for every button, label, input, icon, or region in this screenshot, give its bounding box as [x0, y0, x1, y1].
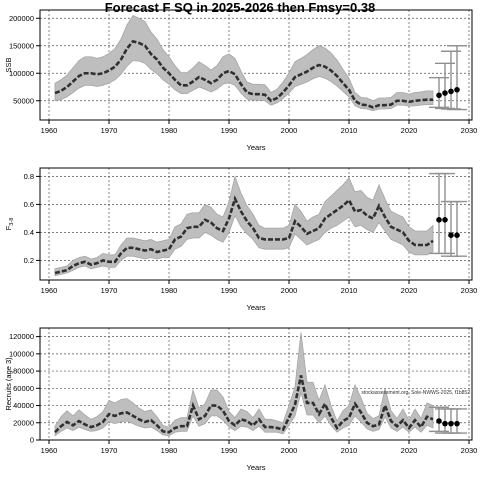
x-tick-label: 1990	[221, 286, 238, 295]
y-tick-label: 0	[30, 436, 34, 445]
y-axis-label-subscript: 3-8	[9, 218, 15, 226]
x-tick-label: 2020	[401, 286, 418, 295]
forecast-point	[442, 217, 448, 223]
y-tick-label: 100000	[9, 69, 34, 78]
x-tick-label: 2000	[281, 286, 298, 295]
y-tick-label: 120000	[9, 332, 34, 341]
y-axis-label: Recruits (age 3)	[4, 357, 13, 411]
forecast-point	[448, 420, 454, 427]
x-axis-label: Years	[247, 463, 266, 472]
confidence-band	[54, 174, 434, 277]
x-tick-label: 1970	[101, 286, 118, 295]
y-axis-label: SSB	[4, 57, 13, 72]
y-tick-label: 0.6	[24, 200, 34, 209]
x-tick-label: 2000	[281, 126, 298, 135]
forecast-point	[454, 420, 460, 427]
y-tick-label: 80000	[13, 367, 34, 376]
x-tick-label: 1960	[41, 286, 58, 295]
estimate-line	[54, 195, 434, 275]
plot-frame	[39, 327, 473, 441]
forecast-point	[448, 232, 454, 238]
main-title: Forecast F SQ in 2025-2026 then Fmsy=0.3…	[104, 0, 376, 15]
forecast-point	[454, 232, 460, 238]
x-tick-label: 2010	[341, 286, 358, 295]
x-tick-label: 2010	[341, 446, 358, 455]
fbar-panel: 1960 1970 1980 1990 2000 2010 2020 2030 0.2 0.4 0.…	[4, 167, 478, 312]
y-tick-label: 60000	[13, 384, 34, 393]
estimate-line	[54, 375, 434, 434]
x-axis-label: Years	[247, 143, 266, 152]
y-tick-label: 50000	[13, 96, 34, 105]
y-tick-label: 20000	[13, 418, 34, 427]
y-tick-label: 0.4	[24, 228, 34, 237]
x-tick-label: 2020	[401, 446, 418, 455]
x-tick-label: 1960	[41, 446, 58, 455]
recruitment-panel: 1960 1970 1980 1990 2000 2010 2020 2030 0 20000 40…	[4, 327, 478, 472]
y-tick-label: 100000	[9, 349, 34, 358]
x-tick-label: 1980	[161, 286, 178, 295]
x-tick-label: 1960	[41, 126, 58, 135]
estimate-line	[54, 39, 433, 109]
x-tick-label: 2020	[401, 126, 418, 135]
y-tick-label: 0.2	[24, 256, 34, 265]
forecast-point	[436, 418, 442, 424]
x-tick-label: 1990	[221, 126, 238, 135]
forecast-point	[448, 88, 454, 95]
forecast-point	[436, 217, 442, 223]
x-tick-label: 2030	[461, 286, 478, 295]
y-tick-label: 0.8	[24, 172, 34, 181]
x-tick-label: 2000	[281, 446, 298, 455]
y-tick-label: 40000	[13, 401, 34, 410]
x-tick-label: 2030	[461, 126, 478, 135]
confidence-band	[54, 14, 434, 112]
forecast-point	[442, 90, 448, 96]
x-tick-label: 1970	[101, 126, 118, 135]
plot-frame	[39, 9, 473, 121]
x-tick-label: 2010	[341, 126, 358, 135]
x-tick-label: 2030	[461, 446, 478, 455]
ssb-panel: 1960 1970 1980 1990 2000 2010 2020 2030 50000 100…	[4, 9, 478, 152]
plot-frame	[39, 167, 473, 281]
watermark-text: stockassessment.org, Sole-NWWS-2025, f1b…	[361, 390, 470, 396]
x-tick-label: 1980	[161, 446, 178, 455]
x-tick-label: 1970	[101, 446, 118, 455]
y-axis-label: F3-8	[4, 218, 15, 231]
y-tick-label: 150000	[9, 41, 34, 50]
x-tick-label: 1980	[161, 126, 178, 135]
y-tick-label: 200000	[9, 14, 34, 23]
forecast-point	[436, 92, 442, 99]
x-tick-label: 1990	[221, 446, 238, 455]
x-axis-label: Years	[247, 303, 266, 312]
forecast-point	[442, 420, 448, 427]
forecast-point	[454, 86, 460, 93]
